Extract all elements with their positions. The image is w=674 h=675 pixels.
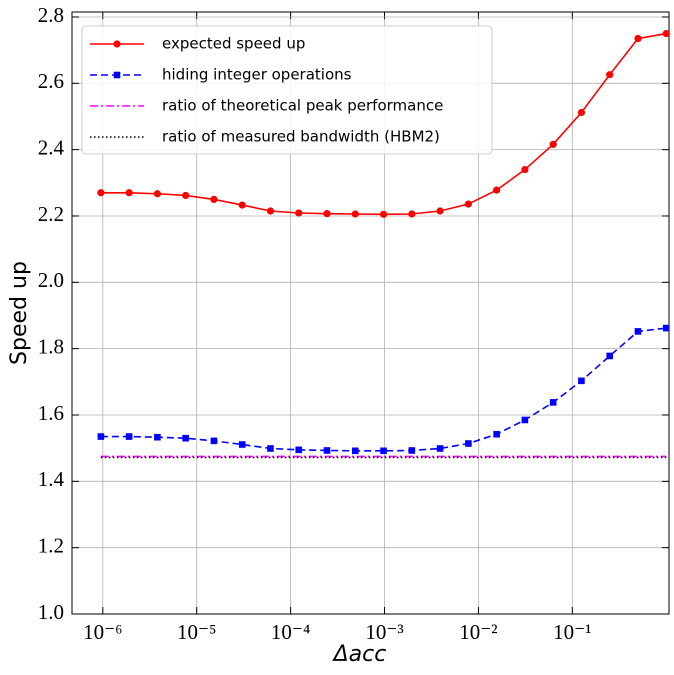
marker bbox=[408, 447, 416, 454]
marker bbox=[154, 433, 161, 441]
y-tick-label: 1.2 bbox=[38, 533, 64, 557]
marker bbox=[634, 328, 642, 335]
y-tick-label: 2.0 bbox=[38, 268, 64, 292]
marker bbox=[549, 399, 557, 406]
marker bbox=[493, 186, 501, 194]
x-tick-label: 10⁻¹ bbox=[553, 620, 591, 644]
x-tick-label: 10⁻⁴ bbox=[271, 620, 310, 644]
marker bbox=[521, 416, 529, 424]
marker bbox=[549, 140, 557, 148]
marker bbox=[182, 434, 189, 442]
marker bbox=[351, 447, 359, 455]
marker bbox=[379, 210, 388, 218]
y-tick-label: 1.4 bbox=[38, 467, 65, 491]
marker bbox=[125, 433, 133, 440]
marker bbox=[113, 71, 121, 79]
marker bbox=[408, 210, 416, 218]
series-line bbox=[100, 327, 667, 452]
marker bbox=[323, 210, 331, 218]
marker bbox=[238, 441, 246, 448]
marker bbox=[351, 210, 359, 218]
marker bbox=[113, 40, 121, 48]
marker bbox=[634, 34, 642, 43]
marker bbox=[606, 71, 614, 79]
x-tick-label: 10⁻⁶ bbox=[83, 620, 122, 644]
legend-label: ratio of measured bandwidth (HBM2) bbox=[162, 128, 440, 146]
marker bbox=[578, 377, 585, 385]
marker bbox=[323, 447, 331, 454]
marker bbox=[97, 189, 105, 197]
marker bbox=[606, 352, 614, 360]
marker bbox=[493, 430, 500, 438]
legend: expected speed up hiding integer operatio… bbox=[81, 25, 493, 155]
y-tick-label: 1.0 bbox=[38, 600, 64, 624]
y-tick-label: 2.4 bbox=[38, 135, 65, 159]
marker bbox=[210, 437, 218, 445]
marker bbox=[97, 433, 105, 440]
y-tick-label: 1.8 bbox=[38, 334, 64, 358]
marker bbox=[295, 209, 303, 217]
marker bbox=[153, 190, 161, 198]
marker bbox=[238, 201, 246, 209]
y-tick-label: 2.6 bbox=[38, 69, 64, 93]
legend-label: expected speed up bbox=[162, 35, 305, 53]
y-axis-label: Speed up bbox=[7, 261, 32, 365]
x-tick-label: 10⁻² bbox=[459, 620, 497, 644]
marker bbox=[380, 447, 387, 455]
y-tick-label: 1.6 bbox=[38, 401, 64, 425]
legend-label: ratio of theoretical peak performance bbox=[162, 97, 443, 115]
x-tick-label: 10⁻³ bbox=[365, 620, 403, 644]
marker bbox=[662, 324, 670, 332]
marker bbox=[182, 191, 190, 200]
marker bbox=[436, 207, 444, 215]
marker bbox=[662, 29, 670, 38]
marker bbox=[125, 189, 133, 197]
plot-frame bbox=[71, 11, 670, 615]
marker bbox=[465, 440, 472, 447]
marker bbox=[266, 207, 275, 215]
y-tick-label: 2.2 bbox=[38, 202, 64, 226]
marker bbox=[464, 200, 472, 208]
marker bbox=[210, 195, 218, 203]
marker bbox=[267, 445, 274, 452]
marker bbox=[577, 108, 586, 117]
x-axis-label: Δacc bbox=[332, 642, 387, 667]
legend-box bbox=[81, 25, 493, 155]
marker bbox=[436, 445, 444, 452]
y-tick-label: 2.8 bbox=[38, 3, 64, 27]
legend-label: hiding integer operations bbox=[162, 66, 352, 84]
marker bbox=[521, 165, 529, 174]
marker bbox=[295, 446, 303, 454]
x-tick-label: 10⁻⁵ bbox=[177, 620, 216, 644]
